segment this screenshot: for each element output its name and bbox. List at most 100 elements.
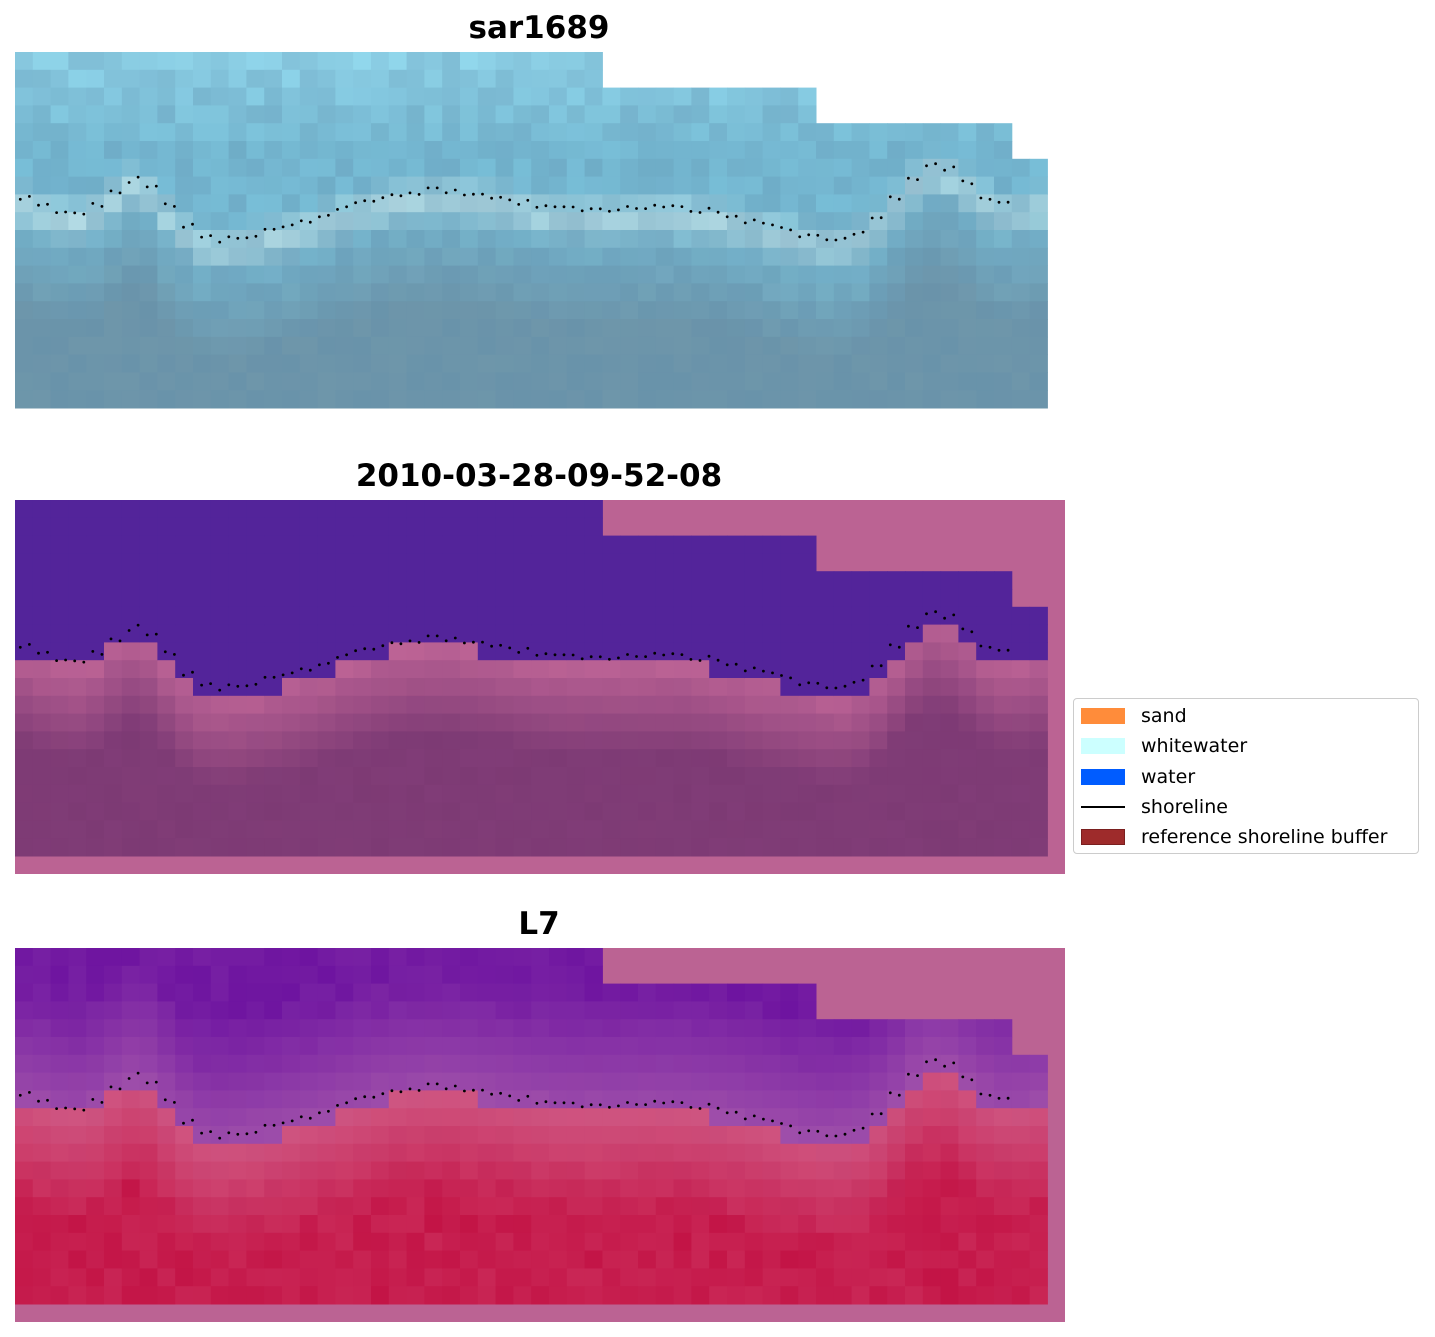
shoreline-point: [662, 653, 666, 657]
shoreline-point: [100, 205, 104, 208]
shoreline-point: [707, 206, 711, 210]
shoreline-point: [834, 238, 838, 242]
shoreline-point: [381, 1092, 385, 1096]
shoreline-point: [907, 624, 910, 628]
shoreline-point: [571, 205, 575, 209]
shoreline-points: [18, 162, 1010, 244]
shoreline-point: [28, 195, 31, 198]
shoreline-point: [897, 197, 901, 201]
shoreline-point: [870, 1112, 874, 1116]
shoreline-point: [734, 662, 738, 666]
shoreline-point: [888, 643, 892, 647]
rgb-image-panel: [15, 52, 1048, 409]
shoreline-point: [589, 1103, 593, 1107]
shoreline-point: [961, 1075, 965, 1079]
shoreline-point: [209, 234, 213, 238]
shoreline-point: [816, 681, 820, 685]
shoreline-point: [589, 655, 593, 659]
shoreline-point: [517, 651, 521, 654]
shoreline-point: [272, 227, 276, 231]
shoreline-point: [517, 1099, 521, 1102]
shoreline-point: [18, 197, 22, 201]
shoreline-point: [644, 1103, 647, 1106]
shoreline-point: [499, 1091, 502, 1095]
shoreline-point: [318, 663, 321, 667]
legend-label-buffer: reference shoreline buffer: [1141, 826, 1388, 848]
shoreline-point: [82, 1108, 86, 1112]
shoreline-point: [136, 623, 140, 627]
shoreline-point: [272, 1123, 276, 1127]
shoreline-point: [916, 626, 919, 629]
shoreline-point: [390, 641, 394, 645]
shoreline-point: [861, 230, 865, 234]
shoreline-point: [290, 223, 294, 227]
shoreline-point: [336, 208, 339, 211]
legend-item-buffer: reference shoreline buffer: [1081, 826, 1387, 848]
shoreline-point: [716, 210, 720, 214]
shoreline-point: [463, 1089, 466, 1093]
shoreline-point: [943, 616, 946, 620]
shoreline-point: [562, 653, 566, 657]
shoreline-point: [716, 658, 720, 662]
shoreline-point: [145, 633, 149, 637]
shoreline-point: [580, 657, 584, 661]
shoreline-point: [254, 682, 258, 686]
shoreline-point: [209, 1130, 213, 1133]
shoreline-point: [245, 1132, 249, 1136]
shoreline-point: [91, 202, 95, 205]
shoreline-point: [843, 236, 847, 240]
shoreline-point: [580, 209, 584, 213]
shoreline-point: [680, 1101, 684, 1104]
shoreline-point: [490, 644, 493, 648]
shoreline-point: [118, 639, 122, 643]
shoreline-point: [55, 211, 58, 215]
shoreline-point: [308, 668, 312, 672]
shoreline-point: [626, 1101, 629, 1104]
shoreline-point: [680, 205, 684, 209]
shoreline-point: [725, 215, 729, 219]
shoreline-point: [481, 1088, 484, 1092]
shoreline-point: [73, 211, 77, 215]
shoreline-point: [345, 1101, 348, 1105]
shoreline-point: [191, 222, 194, 226]
shoreline-point: [725, 1111, 729, 1115]
shoreline-point: [635, 207, 638, 210]
legend-label-whitewater: whitewater: [1141, 735, 1248, 757]
shoreline-point: [472, 192, 475, 196]
shoreline-point: [608, 1105, 611, 1109]
classification-panel: [15, 500, 1065, 874]
shoreline-point: [526, 198, 530, 202]
shoreline-point: [988, 197, 992, 201]
shoreline-point: [173, 205, 176, 208]
shoreline-point: [870, 664, 874, 668]
shoreline-point: [626, 205, 629, 208]
shoreline-point: [535, 653, 539, 657]
shoreline-point: [227, 235, 231, 239]
shoreline-point: [988, 1093, 992, 1097]
shoreline-point: [200, 683, 204, 687]
shoreline-point: [635, 1103, 638, 1106]
shoreline-point: [617, 656, 620, 660]
shoreline-point: [825, 686, 829, 690]
shoreline-point: [589, 207, 593, 211]
shoreline-point: [925, 1060, 928, 1064]
shoreline-point: [272, 675, 276, 679]
shoreline-point: [173, 653, 176, 656]
shoreline-point: [127, 181, 131, 184]
shoreline-point: [28, 1091, 31, 1094]
panel-title-index: L7: [518, 906, 560, 942]
shoreline-point: [752, 218, 756, 222]
shoreline-point: [952, 613, 956, 617]
shoreline-point: [163, 1098, 167, 1102]
legend-label-sand: sand: [1141, 705, 1187, 727]
shoreline-point: [37, 651, 40, 655]
water-swatch-icon: [1081, 769, 1125, 785]
shoreline-point: [417, 193, 421, 196]
shoreline-point: [689, 658, 693, 661]
shoreline-point: [408, 191, 412, 195]
shoreline-point: [100, 1101, 104, 1104]
legend-item-water: water: [1081, 766, 1195, 788]
shoreline-point: [671, 204, 675, 208]
shoreline-point: [617, 1104, 620, 1108]
shoreline-point: [1006, 648, 1010, 652]
